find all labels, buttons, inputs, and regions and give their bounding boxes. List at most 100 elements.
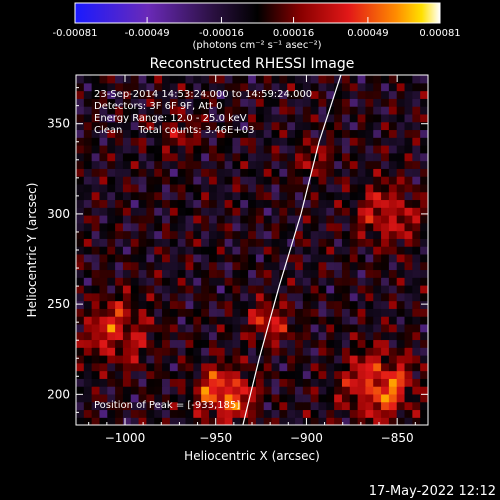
heatmap-cell [107, 292, 116, 302]
heatmap-cell [107, 183, 116, 193]
heatmap-cell [122, 230, 132, 239]
heatmap-cell [271, 222, 280, 232]
heatmap-cell [91, 82, 101, 92]
heatmap-cell [263, 308, 273, 317]
heatmap-cell [169, 355, 179, 364]
heatmap-cell [146, 98, 155, 107]
heatmap-cell [138, 113, 147, 123]
heatmap-cell [115, 370, 124, 379]
heatmap-cell [318, 113, 327, 123]
heatmap-cell [115, 292, 124, 302]
heatmap-cell [162, 269, 171, 278]
heatmap-cell [412, 386, 421, 395]
timestamp: 17-May-2022 12:12 [369, 484, 496, 499]
heatmap-cell [99, 176, 108, 185]
heatmap-cell [263, 230, 273, 239]
heatmap-cell [83, 316, 93, 325]
heatmap-cell [357, 183, 367, 193]
heatmap-cell [76, 355, 85, 364]
heatmap-cell [216, 261, 226, 271]
heatmap-cell [240, 370, 249, 379]
heatmap-cell [224, 386, 234, 395]
y-tick-label: 250 [47, 297, 70, 311]
heatmap-cell [326, 308, 335, 317]
heatmap-cell [310, 277, 320, 286]
heatmap-cell [130, 137, 140, 146]
heatmap-cell [232, 277, 241, 286]
heatmap-cell [154, 129, 163, 138]
heatmap-cell [224, 207, 234, 216]
heatmap-cell [357, 98, 367, 107]
heatmap-cell [76, 277, 85, 286]
heatmap-cell [177, 238, 187, 247]
heatmap-cell [357, 246, 367, 255]
heatmap-cell [138, 207, 147, 216]
heatmap-cell [248, 316, 257, 325]
heatmap-cell [279, 183, 288, 193]
heatmap-cell [122, 215, 132, 224]
heatmap-cell [310, 90, 320, 99]
heatmap-cell [263, 121, 273, 131]
heatmap-cell [91, 152, 101, 162]
heatmap-cell [349, 238, 359, 247]
heatmap-cell [326, 417, 335, 425]
heatmap-cell [122, 121, 132, 131]
heatmap-cell [185, 339, 194, 348]
heatmap-cell [91, 370, 101, 379]
heatmap-cell [76, 238, 85, 247]
heatmap-cell [365, 362, 374, 372]
heatmap-cell [279, 300, 288, 309]
heatmap-cell [255, 378, 265, 387]
heatmap-cell [318, 300, 327, 309]
heatmap-cell [326, 261, 335, 271]
heatmap-cell [263, 253, 273, 263]
heatmap-cell [216, 82, 226, 92]
heatmap-cell [76, 183, 85, 193]
heatmap-cell [310, 347, 320, 356]
heatmap-cell [255, 355, 265, 364]
heatmap-cell [115, 129, 124, 138]
heatmap-cell [107, 308, 116, 317]
heatmap-cell [349, 215, 359, 224]
heatmap-cell [396, 393, 406, 403]
heatmap-cell [122, 152, 132, 162]
heatmap-cell [224, 308, 234, 317]
heatmap-cell [381, 222, 390, 232]
heatmap-cell [404, 168, 413, 177]
heatmap-cell [318, 417, 327, 425]
heatmap-cell [349, 246, 359, 255]
heatmap-cell [146, 277, 155, 286]
heatmap-cell [388, 207, 398, 216]
heatmap-cell [162, 253, 171, 263]
heatmap-cell [162, 215, 171, 224]
heatmap-cell [115, 238, 124, 247]
heatmap-cell [420, 230, 428, 239]
heatmap-cell [310, 246, 320, 255]
heatmap-cell [295, 261, 304, 271]
heatmap-cell [341, 261, 351, 271]
heatmap-cell [248, 106, 257, 115]
heatmap-cell [341, 238, 351, 247]
heatmap-cell [99, 137, 108, 146]
heatmap-cell [154, 113, 163, 123]
heatmap-cell [138, 331, 147, 341]
heatmap-cell [240, 106, 249, 115]
heatmap-cell [122, 168, 132, 177]
heatmap-cell [185, 323, 194, 333]
heatmap-cell [232, 347, 241, 356]
heatmap-cell [130, 339, 140, 348]
heatmap-cell [271, 378, 280, 387]
heatmap-cell [232, 300, 241, 309]
heatmap-cell [357, 152, 367, 162]
heatmap-cell [404, 191, 413, 201]
heatmap-cell [115, 152, 124, 162]
heatmap-cell [357, 292, 367, 302]
heatmap-cell [326, 323, 335, 333]
colorbar-gradient [75, 3, 440, 23]
heatmap-cell [404, 246, 413, 255]
heatmap-cell [248, 339, 257, 348]
heatmap-cell [99, 378, 108, 387]
heatmap-cell [341, 253, 351, 263]
heatmap-cell [154, 378, 163, 387]
heatmap-cell [99, 409, 108, 418]
